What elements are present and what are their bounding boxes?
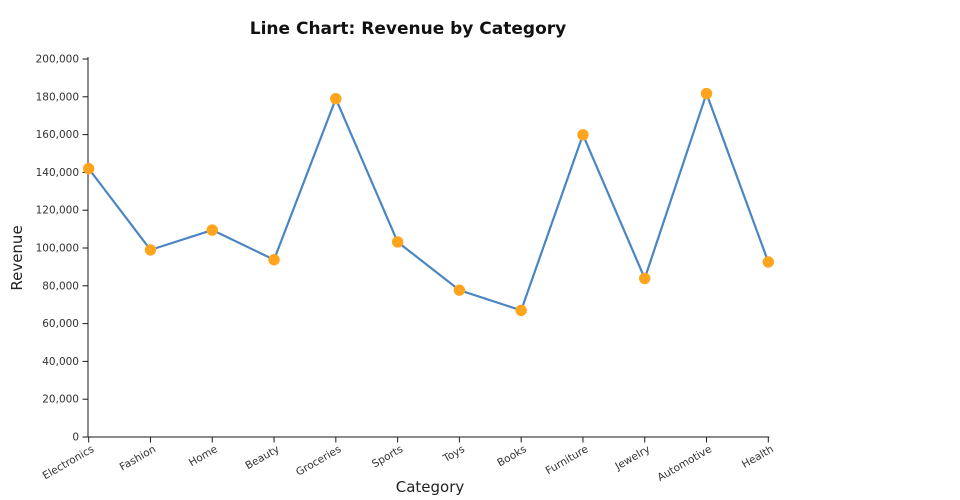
x-tick-label: Health [740, 443, 776, 471]
data-point-groceries [330, 92, 342, 105]
data-point-toys [453, 284, 466, 296]
y-tick-label: 100,000 [36, 243, 79, 255]
x-tick-label: Fashion [118, 443, 158, 473]
plot-area: 0 20,000 40,000 60,000 80,000 100,000 120,000 1… [36, 54, 776, 484]
y-tick-label: 40,000 [42, 356, 79, 368]
x-tick-label: Sports [370, 443, 405, 470]
x-tick-label: Home [187, 443, 220, 469]
y-axis-label: Revenue [8, 225, 26, 290]
data-point-sports [391, 236, 404, 248]
x-tick-label: Toys [440, 443, 467, 465]
y-tick-label: 160,000 [36, 129, 79, 141]
data-point-jewelry [639, 272, 651, 285]
chart-title: Line Chart: Revenue by Category [250, 19, 566, 39]
x-tick-label: Groceries [294, 443, 343, 478]
y-tick-label: 200,000 [36, 54, 79, 66]
y-tick-label: 80,000 [42, 280, 79, 292]
data-point-books [515, 304, 527, 317]
x-tick-label: Jewelry [612, 443, 652, 473]
data-point-beauty [268, 254, 280, 266]
data-point-automotive [700, 87, 713, 100]
y-tick-label: 140,000 [36, 167, 79, 179]
data-point-health [762, 256, 774, 268]
data-point-fashion [144, 244, 157, 256]
data-point-home [206, 224, 218, 236]
series-line [87, 92, 770, 312]
x-axis-label: Category [396, 478, 465, 496]
x-tick-label: Electronics [41, 443, 97, 482]
x-tick-label: Books [495, 443, 528, 469]
y-tick-label: 0 [72, 432, 79, 444]
y-tick-label: 20,000 [42, 394, 79, 406]
data-point-electronics [83, 162, 95, 175]
x-tick-label: Beauty [243, 443, 281, 472]
x-tick-label: Automotive [655, 443, 714, 484]
y-tick-label: 120,000 [36, 205, 79, 217]
y-tick-label: 60,000 [42, 318, 79, 330]
y-tick-label: 180,000 [36, 91, 79, 103]
x-tick-label: Furniture [544, 443, 591, 477]
data-point-furniture [577, 129, 589, 141]
